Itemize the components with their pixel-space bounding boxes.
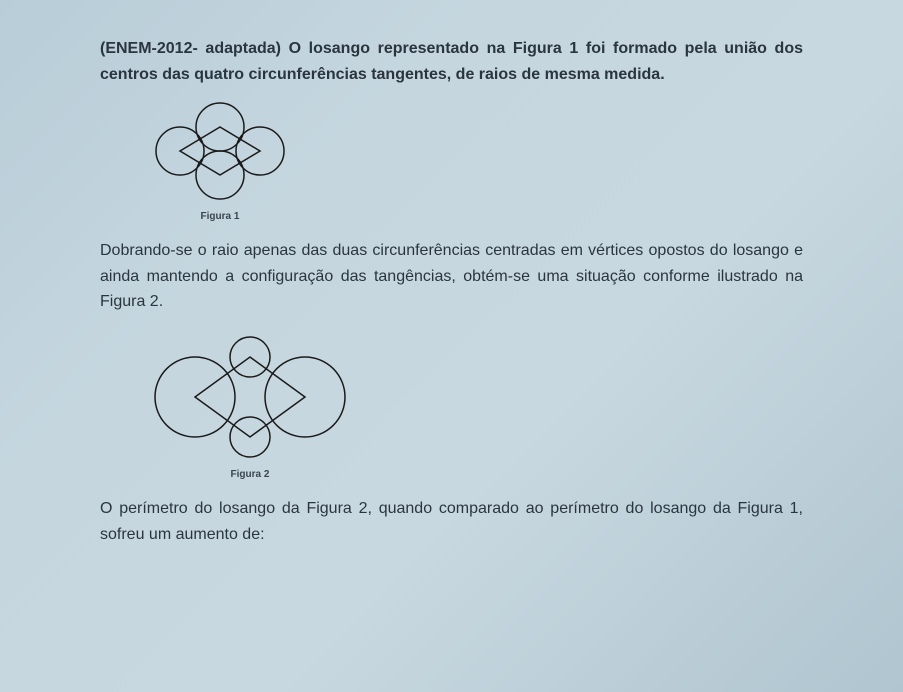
- figure-1-svg: [140, 99, 300, 209]
- paragraph-1: (ENEM-2012- adaptada) O losango represen…: [100, 36, 803, 87]
- figure-2-wrap: Figura 2: [140, 327, 803, 480]
- question-page: (ENEM-2012- adaptada) O losango represen…: [0, 0, 903, 575]
- source-tag: (ENEM-2012- adaptada): [100, 40, 281, 57]
- paragraph-3: O perímetro do losango da Figura 2, quan…: [100, 496, 803, 547]
- fig2-rhombus: [195, 357, 305, 437]
- figure-2-caption: Figura 2: [140, 469, 360, 480]
- paragraph-2: Dobrando-se o raio apenas das duas circu…: [100, 238, 803, 315]
- figure-1-caption: Figura 1: [140, 211, 300, 222]
- figure-1-wrap: Figura 1: [140, 99, 803, 222]
- figure-2-svg: [140, 327, 360, 467]
